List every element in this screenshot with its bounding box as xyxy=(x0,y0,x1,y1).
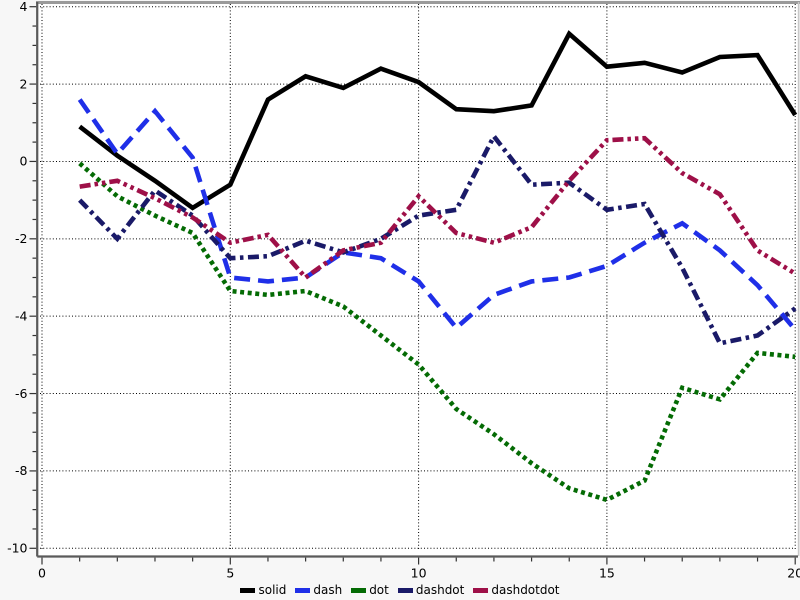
y-tick-label: 4 xyxy=(20,0,28,14)
series-dash xyxy=(77,98,797,332)
y-tick-label: -2 xyxy=(15,231,27,246)
y-tick-label: 2 xyxy=(20,76,28,91)
legend-swatch-icon xyxy=(473,587,489,593)
series-solid xyxy=(78,30,798,211)
y-tick-label: -6 xyxy=(15,386,28,401)
x-axis: 0 5 10 15 20 xyxy=(37,555,800,581)
x-tick-label: 0 xyxy=(38,566,46,581)
legend-item-dashdot: dashdot xyxy=(397,583,465,597)
legend-item-dashdotdot: dashdotdot xyxy=(473,583,560,597)
x-tick-label: 5 xyxy=(226,566,234,581)
legend-swatch-icon xyxy=(295,587,311,593)
chart-legend: solid dash dot dashdot dashdotdot xyxy=(0,583,800,597)
y-tick-label: -4 xyxy=(15,308,28,323)
legend-swatch-icon xyxy=(351,587,367,593)
legend-item-dash: dash xyxy=(295,583,342,597)
series-dashdotdot xyxy=(79,135,797,281)
x-tick-label: 10 xyxy=(411,566,427,581)
series-dot xyxy=(78,161,796,503)
legend-item-solid: solid xyxy=(240,583,286,597)
legend-label: dashdot xyxy=(415,583,465,597)
legend-swatch-icon xyxy=(397,587,413,593)
y-tick-label: -8 xyxy=(15,463,28,478)
legend-label: solid xyxy=(258,583,287,597)
x-tick-label: 15 xyxy=(599,566,615,581)
legend-label: dot xyxy=(369,583,389,597)
legend-swatch-icon xyxy=(240,587,256,593)
y-tick-label: 0 xyxy=(20,154,28,169)
legend-label: dashdotdot xyxy=(491,583,560,597)
x-tick-label: 20 xyxy=(787,566,800,581)
legend-label: dash xyxy=(313,583,343,597)
y-axis: 4 2 0 -2 -4 -6 -8 -10 xyxy=(7,0,39,557)
series-group xyxy=(77,30,798,503)
legend-item-dot: dot xyxy=(351,583,389,597)
y-tick-label: -10 xyxy=(7,541,27,556)
